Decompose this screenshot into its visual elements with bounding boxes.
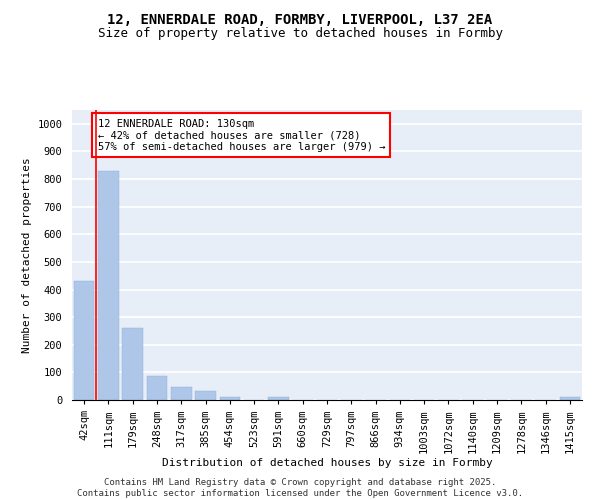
Bar bbox=[268, 397, 289, 400]
Bar bbox=[171, 387, 191, 400]
Y-axis label: Number of detached properties: Number of detached properties bbox=[22, 157, 32, 353]
Bar bbox=[98, 172, 119, 400]
Bar bbox=[122, 328, 143, 400]
Bar bbox=[560, 397, 580, 400]
Text: 12 ENNERDALE ROAD: 130sqm
← 42% of detached houses are smaller (728)
57% of semi: 12 ENNERDALE ROAD: 130sqm ← 42% of detac… bbox=[97, 118, 385, 152]
Bar bbox=[220, 397, 240, 400]
Text: 12, ENNERDALE ROAD, FORMBY, LIVERPOOL, L37 2EA: 12, ENNERDALE ROAD, FORMBY, LIVERPOOL, L… bbox=[107, 12, 493, 26]
X-axis label: Distribution of detached houses by size in Formby: Distribution of detached houses by size … bbox=[161, 458, 493, 468]
Bar bbox=[146, 376, 167, 400]
Bar bbox=[195, 391, 216, 400]
Text: Size of property relative to detached houses in Formby: Size of property relative to detached ho… bbox=[97, 28, 503, 40]
Text: Contains HM Land Registry data © Crown copyright and database right 2025.
Contai: Contains HM Land Registry data © Crown c… bbox=[77, 478, 523, 498]
Bar bbox=[74, 281, 94, 400]
